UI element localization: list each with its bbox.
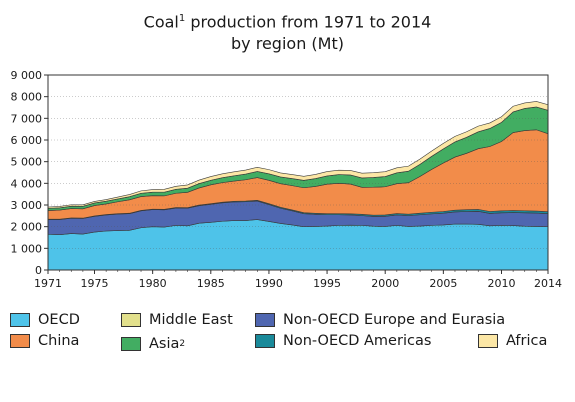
x-tick-label: 2005 bbox=[429, 277, 457, 290]
title-main: Coal bbox=[143, 12, 179, 32]
legend-item-non-oecd-europe-and-eurasia: Non-OECD Europe and Eurasia bbox=[255, 310, 505, 330]
legend-swatch bbox=[255, 313, 275, 327]
legend-item-non-oecd-americas: Non-OECD Americas bbox=[255, 331, 431, 351]
legend-swatch bbox=[121, 337, 141, 351]
x-tick-label: 2000 bbox=[371, 277, 399, 290]
x-tick-label: 1985 bbox=[197, 277, 225, 290]
y-tick-label: 9 000 bbox=[11, 69, 43, 82]
legend-swatch bbox=[10, 313, 30, 327]
x-tick-label: 1975 bbox=[81, 277, 109, 290]
y-tick-label: 2 000 bbox=[11, 221, 43, 234]
y-tick-label: 4 000 bbox=[11, 177, 43, 190]
y-tick-label: 1 000 bbox=[11, 242, 43, 255]
x-tick-label: 2014 bbox=[534, 277, 562, 290]
x-tick-label: 1995 bbox=[313, 277, 341, 290]
legend-item-africa: Africa bbox=[478, 331, 547, 351]
legend-item-oecd: OECD bbox=[10, 310, 80, 330]
y-tick-label: 7 000 bbox=[11, 112, 43, 125]
y-tick-label: 5 000 bbox=[11, 156, 43, 169]
legend-footnote-marker: 2 bbox=[179, 339, 186, 349]
x-tick-label: 1990 bbox=[255, 277, 283, 290]
legend-item-china: China bbox=[10, 331, 79, 351]
title-footnote-marker: 1 bbox=[178, 13, 186, 24]
legend-label: China bbox=[38, 333, 80, 349]
legend-swatch bbox=[10, 334, 30, 348]
legend-item-asia: Asia 2 bbox=[121, 334, 185, 354]
y-tick-label: 8 000 bbox=[11, 91, 43, 104]
legend-item-middle-east: Middle East bbox=[121, 310, 233, 330]
y-tick-label: 6 000 bbox=[11, 134, 43, 147]
legend-label: OECD bbox=[38, 312, 80, 328]
y-tick-label: 0 bbox=[35, 264, 42, 277]
y-tick-label: 3 000 bbox=[11, 199, 43, 212]
x-tick-label: 1980 bbox=[139, 277, 167, 290]
title-rest: production from 1971 to 2014 bbox=[185, 12, 432, 32]
legend-swatch bbox=[478, 334, 498, 348]
x-tick-label: 1971 bbox=[34, 277, 62, 290]
legend-label: Middle East bbox=[149, 312, 233, 328]
legend-label: Asia bbox=[149, 336, 180, 352]
chart-title: Coal1 production from 1971 to 2014 by re… bbox=[0, 8, 575, 55]
plot-border bbox=[47, 74, 549, 271]
legend-label: Non-OECD Americas bbox=[283, 333, 432, 349]
legend-label: Non-OECD Europe and Eurasia bbox=[283, 312, 506, 328]
legend-swatch bbox=[121, 313, 141, 327]
chart-subtitle: by region (Mt) bbox=[231, 34, 344, 54]
legend-swatch bbox=[255, 334, 275, 348]
legend-label: Africa bbox=[506, 333, 548, 349]
x-tick-label: 2010 bbox=[487, 277, 515, 290]
